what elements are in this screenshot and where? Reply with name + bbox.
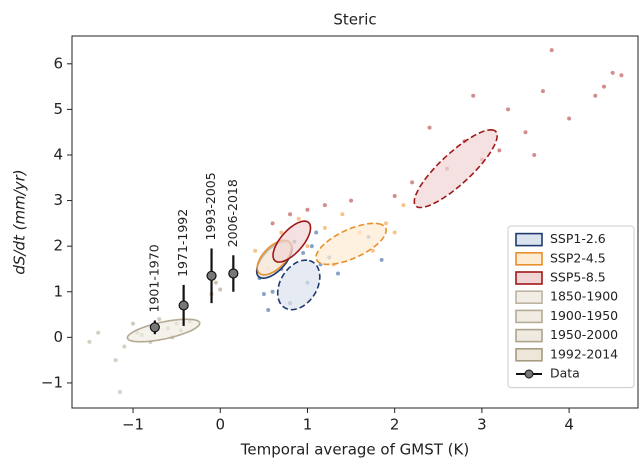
scatter-point — [392, 194, 397, 199]
legend-swatch — [515, 347, 543, 362]
scatter-point — [131, 321, 136, 326]
data-label: 1901-1970 — [146, 244, 161, 312]
scatter-point — [619, 73, 624, 78]
scatter-point — [279, 230, 284, 235]
ellipse — [413, 128, 499, 209]
scatter-point — [270, 221, 275, 226]
legend-swatch — [515, 232, 543, 247]
scatter-point — [288, 212, 293, 217]
chart-title: Steric — [333, 11, 376, 29]
scatter-point — [314, 230, 319, 235]
scatter-point — [610, 70, 615, 75]
scatter-point — [601, 84, 606, 89]
data-point — [149, 322, 160, 333]
scatter-point — [567, 116, 572, 121]
scatter-point — [96, 330, 101, 335]
legend-label: Data — [550, 366, 580, 381]
scatter-point — [340, 212, 345, 217]
scatter-point — [540, 89, 545, 94]
scatter-point — [309, 244, 314, 249]
y-tick-label: 4 — [53, 145, 63, 163]
data-point — [178, 300, 189, 311]
legend-label: SSP2-4.5 — [550, 250, 606, 265]
y-axis-label: dS/dt (mm/yr) — [11, 169, 29, 274]
scatter-point — [305, 244, 310, 249]
legend-swatch — [515, 328, 543, 343]
scatter-point — [261, 292, 266, 297]
legend-label: SSP1-2.6 — [550, 231, 606, 246]
ellipse — [315, 222, 387, 266]
y-tick-label: 5 — [53, 100, 63, 118]
scatter-point — [379, 257, 384, 262]
ellipse — [126, 318, 201, 343]
scatter-point — [117, 390, 122, 395]
x-tick-label: −1 — [122, 416, 144, 434]
scatter-point — [506, 107, 511, 112]
data-label: 1993-2005 — [203, 172, 218, 240]
x-tick-label: 1 — [303, 416, 313, 434]
scatter-point — [532, 152, 537, 157]
data-point — [206, 270, 217, 281]
legend-swatch — [515, 309, 543, 324]
x-tick-label: 0 — [215, 416, 225, 434]
x-tick-label: 4 — [564, 416, 574, 434]
scatter-point — [410, 180, 415, 185]
scatter-point — [401, 203, 406, 208]
plot-area — [87, 48, 624, 395]
ellipse — [276, 259, 321, 311]
scatter-point — [335, 271, 340, 276]
y-tick-label: 2 — [53, 237, 63, 255]
y-tick-label: −1 — [41, 373, 63, 391]
scatter-point — [113, 358, 118, 363]
scatter-point — [549, 48, 554, 53]
legend-label: 1950-2000 — [550, 327, 618, 342]
scatter-point — [122, 344, 127, 349]
scatter-point — [266, 307, 271, 312]
x-tick-label: 3 — [477, 416, 487, 434]
x-axis-label: Temporal average of GMST (K) — [240, 441, 469, 459]
scatter-point — [213, 280, 218, 285]
data-label: 1971-1992 — [175, 209, 190, 277]
y-tick-label: 1 — [53, 282, 63, 300]
axes-frame — [71, 35, 639, 409]
scatter-point — [427, 125, 432, 130]
scatter-point — [87, 339, 92, 344]
legend-box — [507, 225, 635, 389]
scatter-point — [157, 317, 162, 322]
scatter-point — [383, 221, 388, 226]
scatter-point — [296, 216, 301, 221]
scatter-point — [218, 287, 223, 292]
y-tick-label: 0 — [53, 328, 63, 346]
scatter-point — [370, 248, 375, 253]
legend-swatch — [515, 271, 543, 285]
legend-label: SSP5-8.5 — [550, 270, 606, 285]
scatter-point — [471, 93, 476, 98]
legend-swatch — [515, 252, 543, 266]
legend-label: 1850-1900 — [550, 289, 618, 304]
scatter-point — [392, 230, 397, 235]
scatter-point — [322, 225, 327, 230]
legend-label: 1900-1950 — [550, 308, 618, 323]
legend-swatch — [515, 290, 543, 305]
data-label: 2006-2018 — [225, 179, 240, 247]
data-point — [228, 268, 239, 279]
scatter-point — [305, 207, 310, 212]
x-tick-label: 2 — [390, 416, 400, 434]
y-tick-label: 6 — [53, 54, 63, 72]
scatter-point — [253, 248, 258, 253]
scatter-point — [322, 203, 327, 208]
scatter-point — [301, 251, 306, 255]
legend-label: 1992-2014 — [550, 346, 618, 361]
scatter-point — [349, 198, 354, 203]
scatter-point — [523, 130, 528, 135]
y-tick-label: 3 — [53, 191, 63, 209]
legend-swatch — [524, 369, 534, 379]
scatter-point — [270, 289, 275, 294]
scatter-point — [593, 93, 598, 98]
ellipse — [272, 220, 312, 263]
scatter-point — [497, 148, 502, 153]
